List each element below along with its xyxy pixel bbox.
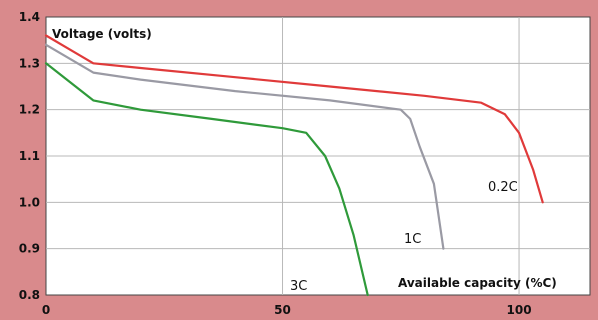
tick-labels: 1.4 1.3 1.2 1.1 1.0 0.9 0.80 50 100 — [19, 10, 532, 317]
y-tick-label: 0.8 — [19, 288, 40, 302]
y-tick-label: 1.1 — [19, 149, 40, 163]
series-line-02C — [44, 34, 544, 204]
y-axis-title: Voltage (volts) — [52, 27, 152, 41]
series-lines — [44, 34, 544, 297]
series-label-02C: 0.2C — [488, 180, 518, 195]
y-tick-label: 1.3 — [19, 56, 40, 70]
series-line-1C — [44, 43, 445, 250]
x-tick-label: 0 — [42, 303, 50, 317]
chart-labels: Voltage (volts) Available capacity (%C) … — [52, 27, 557, 294]
series-label-3C: 3C — [290, 279, 307, 294]
series-label-1C: 1C — [404, 232, 421, 247]
y-tick-label: 0.9 — [19, 242, 40, 256]
x-axis-title: Available capacity (%C) — [398, 276, 557, 290]
y-tick-label: 1.0 — [19, 195, 40, 209]
series-line-3C — [44, 62, 369, 297]
y-tick-label: 1.2 — [19, 103, 40, 117]
y-tick-label: 1.4 — [19, 10, 40, 24]
x-tick-label: 50 — [274, 303, 291, 317]
x-tick-label: 100 — [507, 303, 532, 317]
